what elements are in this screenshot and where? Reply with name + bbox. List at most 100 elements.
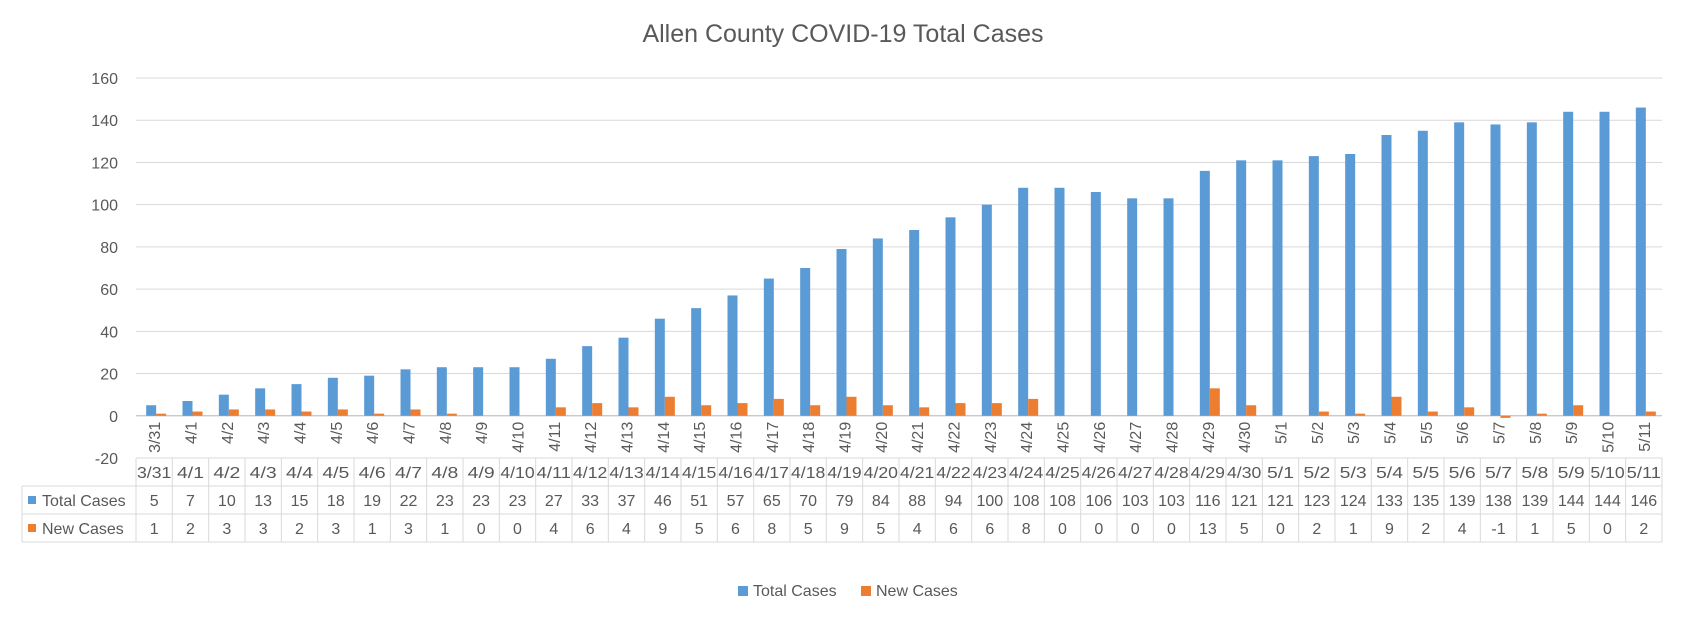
x-tick-label: 4/22 xyxy=(947,422,964,453)
bar-total-cases xyxy=(146,405,157,416)
bar-total-cases xyxy=(291,384,302,416)
bar-total-cases xyxy=(1163,198,1174,416)
table-header-cell: 4/30 xyxy=(1227,465,1261,482)
y-tick-label: 40 xyxy=(100,324,118,341)
table-header-cell: 4/2 xyxy=(213,465,240,482)
bar-new-cases xyxy=(773,398,784,416)
table-value-cell: 106 xyxy=(1085,493,1112,510)
table-header-cell: 4/29 xyxy=(1191,465,1225,482)
table-header-cell: 5/11 xyxy=(1627,465,1661,482)
bar-new-cases xyxy=(1464,407,1475,416)
bar-new-cases xyxy=(991,403,1002,416)
table-value-cell: -1 xyxy=(1491,521,1505,538)
y-tick-label: 120 xyxy=(91,155,118,172)
x-tick-label: 5/1 xyxy=(1274,422,1291,444)
bar-total-cases xyxy=(727,295,738,416)
table-header-cell: 4/12 xyxy=(573,465,607,482)
table-value-cell: 10 xyxy=(218,493,236,510)
bar-total-cases xyxy=(1199,170,1210,416)
x-tick-label: 4/17 xyxy=(765,422,782,453)
table-header-cell: 5/3 xyxy=(1340,465,1367,482)
table-value-cell: 116 xyxy=(1195,493,1221,510)
gridlines xyxy=(136,77,1662,459)
bar-new-cases xyxy=(555,407,566,416)
bar-new-cases xyxy=(1645,411,1656,416)
x-tick-label: 4/13 xyxy=(620,422,637,453)
table-header-cell: 4/20 xyxy=(864,465,898,482)
table-value-cell: 88 xyxy=(908,493,926,510)
table-value-cell: 2 xyxy=(1312,521,1321,538)
bar-total-cases xyxy=(1236,160,1247,416)
bar-new-cases xyxy=(1246,405,1257,416)
y-tick-label: -20 xyxy=(95,451,118,468)
table-value-cell: 23 xyxy=(472,493,490,510)
table-value-cell: 5 xyxy=(804,521,813,538)
table-value-cell: 9 xyxy=(1385,521,1394,538)
table-value-cell: 3 xyxy=(331,521,340,538)
table-header-cell: 4/21 xyxy=(900,465,934,482)
table-value-cell: 4 xyxy=(549,521,558,538)
table-value-cell: 5 xyxy=(695,521,704,538)
table-value-cell: 4 xyxy=(913,521,922,538)
bar-new-cases xyxy=(1355,413,1366,416)
bar-new-cases xyxy=(1427,411,1438,416)
bar-new-cases xyxy=(301,411,312,416)
bar-total-cases xyxy=(1054,187,1065,416)
x-tick-label: 5/9 xyxy=(1564,422,1581,444)
table-value-cell: 37 xyxy=(618,493,636,510)
table-value-cell: 5 xyxy=(876,521,885,538)
bar-total-cases xyxy=(1599,111,1610,416)
table-value-cell: 4 xyxy=(1458,521,1467,538)
table-value-cell: 123 xyxy=(1303,493,1330,510)
table-value-cell: 1 xyxy=(1530,521,1539,538)
x-tick-label: 5/10 xyxy=(1601,422,1618,453)
chart-title: Allen County COVID-19 Total Cases xyxy=(642,20,1043,48)
table-header-cell: 4/17 xyxy=(755,465,789,482)
legend-swatch xyxy=(738,586,748,596)
table-value-cell: 2 xyxy=(1421,521,1430,538)
table-value-cell: 6 xyxy=(949,521,958,538)
table-value-cell: 15 xyxy=(291,493,309,510)
bar-total-cases xyxy=(364,375,375,416)
table-value-cell: 23 xyxy=(436,493,454,510)
bar-total-cases xyxy=(1272,160,1283,416)
bar-total-cases xyxy=(836,249,847,416)
table-value-cell: 70 xyxy=(799,493,817,510)
table-value-cell: 2 xyxy=(295,521,304,538)
table-header-cell: 4/5 xyxy=(322,465,349,482)
bar-total-cases xyxy=(1563,111,1574,416)
table-value-cell: 7 xyxy=(186,493,195,510)
table-value-cell: 5 xyxy=(150,493,159,510)
bar-total-cases xyxy=(473,367,484,416)
bar-total-cases xyxy=(1090,192,1101,416)
y-tick-label: 160 xyxy=(91,71,118,88)
table-header-cell: 4/6 xyxy=(359,465,386,482)
bars xyxy=(146,107,1656,418)
bar-total-cases xyxy=(400,369,411,416)
x-tick-label: 4/27 xyxy=(1128,422,1145,453)
table-value-cell: 108 xyxy=(1049,493,1076,510)
table-value-cell: 0 xyxy=(1058,521,1067,538)
x-tick-label: 4/16 xyxy=(729,422,746,453)
bar-total-cases xyxy=(945,217,956,416)
bar-total-cases xyxy=(1635,107,1646,416)
table-value-cell: 124 xyxy=(1340,493,1367,510)
bar-total-cases xyxy=(691,308,702,416)
table-value-cell: 13 xyxy=(1199,521,1217,538)
bar-total-cases xyxy=(654,318,665,416)
bar-new-cases xyxy=(265,409,276,416)
table-value-cell: 6 xyxy=(731,521,740,538)
table-header-cell: 4/13 xyxy=(609,465,643,482)
x-tick-label: 5/11 xyxy=(1637,422,1654,452)
table-value-cell: 8 xyxy=(767,521,776,538)
table-header-cell: 5/7 xyxy=(1485,465,1512,482)
table-value-cell: 6 xyxy=(586,521,595,538)
x-tick-label: 4/28 xyxy=(1165,422,1182,453)
table-value-cell: 146 xyxy=(1630,493,1657,510)
table-header-cell: 5/2 xyxy=(1303,465,1330,482)
table-header-cell: 4/14 xyxy=(646,465,680,482)
bar-new-cases xyxy=(156,413,167,416)
table-value-cell: 9 xyxy=(840,521,849,538)
table-header-cell: 5/4 xyxy=(1376,465,1403,482)
bar-new-cases xyxy=(1536,413,1547,416)
